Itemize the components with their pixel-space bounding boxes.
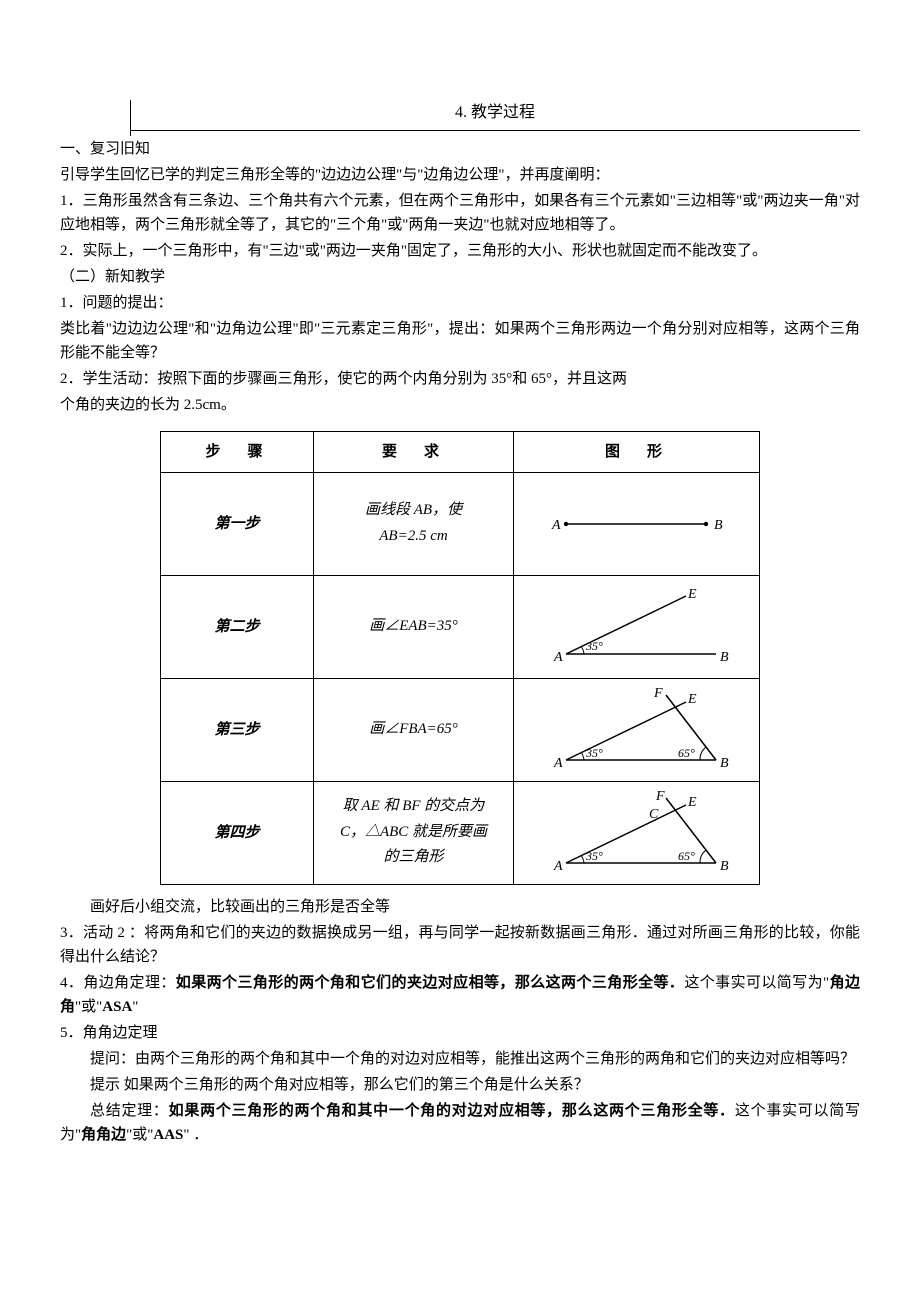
aas-short-en: AAS — [153, 1127, 183, 1143]
para-asa: 4．角边角定理：如果两个三角形的两个角和它们的夹边对应相等，那么这两个三角形全等… — [60, 971, 860, 1019]
para-question-head: 1．问题的提出： — [60, 291, 860, 315]
document-page: 4. 教学过程 一、复习旧知 引导学生回忆已学的判定三角形全等的"边边边公理"与… — [0, 0, 920, 1302]
step-label: 第二步 — [161, 575, 314, 678]
section-number: 4. — [455, 104, 467, 121]
svg-text:65°: 65° — [678, 849, 695, 863]
svg-text:B: B — [720, 859, 729, 874]
step-figure: A B — [513, 472, 759, 575]
angle-one-figure: A B E 35° — [536, 584, 736, 669]
section-title: 4. 教学过程 — [130, 100, 860, 131]
para-aas-hint: 提示 如果两个三角形的两个角对应相等，那么它们的第三个角是什么关系？ — [60, 1073, 860, 1097]
para-activity-a: 2．学生活动：按照下面的步骤画三角形，使它的两个内角分别为 35°和 65°，并… — [60, 367, 860, 391]
svg-text:E: E — [687, 795, 697, 810]
req-line: 画∠EAB=35° — [324, 614, 503, 640]
heading-new: （二）新知教学 — [60, 265, 860, 289]
step-figure: A B E 35° — [513, 575, 759, 678]
req-line: 画∠FBA=65° — [324, 717, 503, 743]
asa-lead: 4．角边角定理： — [60, 975, 176, 991]
svg-text:35°: 35° — [585, 746, 603, 760]
step-label: 第三步 — [161, 678, 314, 781]
step-label: 第四步 — [161, 781, 314, 884]
para-point2: 2．实际上，一个三角形中，有"三边"或"两边一夹角"固定了，三角形的大小、形状也… — [60, 239, 860, 263]
para-point1: 1．三角形虽然含有三条边、三个角共有六个元素，但在两个三角形中，如果各有三个元素… — [60, 189, 860, 237]
step-requirement: 取 AE 和 BF 的交点为 C，△ABC 就是所要画 的三角形 — [314, 781, 514, 884]
svg-text:B: B — [720, 650, 729, 665]
svg-text:35°: 35° — [585, 639, 603, 653]
col-requirement: 要 求 — [314, 431, 514, 472]
asa-tail1: 这个事实可以简写为" — [684, 975, 829, 991]
table-row: 第一步 画线段 AB，使 AB=2.5 cm A B — [161, 472, 760, 575]
triangle-figure: A B E F C 35° 65° — [536, 788, 736, 878]
col-figure: 图 形 — [513, 431, 759, 472]
body-text: 一、复习旧知 引导学生回忆已学的判定三角形全等的"边边边公理"与"边角边公理"，… — [60, 137, 860, 1147]
step-requirement: 画线段 AB，使 AB=2.5 cm — [314, 472, 514, 575]
para-aas-head: 5．角角边定理 — [60, 1021, 860, 1045]
svg-text:E: E — [687, 692, 697, 707]
svg-text:E: E — [687, 587, 697, 602]
table-row: 第四步 取 AE 和 BF 的交点为 C，△ABC 就是所要画 的三角形 — [161, 781, 760, 884]
svg-text:65°: 65° — [678, 746, 695, 760]
vertical-rule — [130, 100, 131, 136]
asa-theorem: 如果两个三角形的两个角和它们的夹边对应相等，那么这两个三角形全等． — [176, 975, 685, 991]
asa-tail2: "或" — [75, 999, 102, 1015]
step-label: 第一步 — [161, 472, 314, 575]
svg-text:A: A — [553, 859, 563, 874]
para-question-body: 类比着"边边边公理"和"边角边公理"即"三元素定三角形"，提出：如果两个三角形两… — [60, 317, 860, 365]
aas-tail3: " ． — [183, 1127, 208, 1143]
para-aas-conclusion: 总结定理：如果两个三角形的两个角和其中一个角的对边对应相等，那么这两个三角形全等… — [60, 1099, 860, 1147]
asa-tail3: " — [132, 999, 138, 1015]
req-line: 取 AE 和 BF 的交点为 — [324, 794, 503, 820]
heading-review: 一、复习旧知 — [60, 137, 860, 161]
svg-text:F: F — [655, 789, 665, 804]
asa-short-en: ASA — [102, 999, 132, 1015]
svg-text:A: A — [551, 518, 561, 533]
req-line: 的三角形 — [324, 845, 503, 871]
para-intro: 引导学生回忆已学的判定三角形全等的"边边边公理"与"边角边公理"，并再度阐明： — [60, 163, 860, 187]
req-line: AB=2.5 cm — [324, 524, 503, 550]
svg-text:B: B — [720, 756, 729, 771]
table-row: 第二步 画∠EAB=35° A B E 35° — [161, 575, 760, 678]
table-header-row: 步 骤 要 求 图 形 — [161, 431, 760, 472]
steps-table: 步 骤 要 求 图 形 第一步 画线段 AB，使 AB=2.5 cm — [160, 431, 760, 885]
para-compare: 画好后小组交流，比较画出的三角形是否全等 — [60, 895, 860, 919]
section-title-text: 教学过程 — [471, 104, 535, 121]
svg-text:A: A — [553, 756, 563, 771]
svg-text:A: A — [553, 650, 563, 665]
aas-theorem: 如果两个三角形的两个角和其中一个角的对边对应相等，那么这两个三角形全等． — [169, 1103, 735, 1119]
step-figure: A B E F C 35° 65° — [513, 781, 759, 884]
svg-text:35°: 35° — [585, 849, 603, 863]
svg-text:B: B — [714, 518, 723, 533]
svg-text:F: F — [653, 686, 663, 701]
table-row: 第三步 画∠FBA=65° A B E — [161, 678, 760, 781]
step-requirement: 画∠FBA=65° — [314, 678, 514, 781]
svg-text:C: C — [649, 807, 659, 822]
segment-figure: A B — [536, 494, 736, 554]
step-requirement: 画∠EAB=35° — [314, 575, 514, 678]
req-line: 画线段 AB，使 — [324, 498, 503, 524]
req-line: C，△ABC 就是所要画 — [324, 820, 503, 846]
step-figure: A B E F 35° 65° — [513, 678, 759, 781]
aas-tail2: "或" — [126, 1127, 153, 1143]
aas-lead: 总结定理： — [90, 1103, 169, 1119]
col-step: 步 骤 — [161, 431, 314, 472]
aas-short-cn: 角角边 — [81, 1127, 126, 1143]
para-aas-question: 提问：由两个三角形的两个角和其中一个角的对边对应相等，能推出这两个三角形的两角和… — [60, 1047, 860, 1071]
para-activity-b: 个角的夹边的长为 2.5cm。 — [60, 393, 860, 417]
angle-two-figure: A B E F 35° 65° — [536, 685, 736, 775]
para-activity2: 3．活动 2 ：将两角和它们的夹边的数据换成另一组，再与同学一起按新数据画三角形… — [60, 921, 860, 969]
